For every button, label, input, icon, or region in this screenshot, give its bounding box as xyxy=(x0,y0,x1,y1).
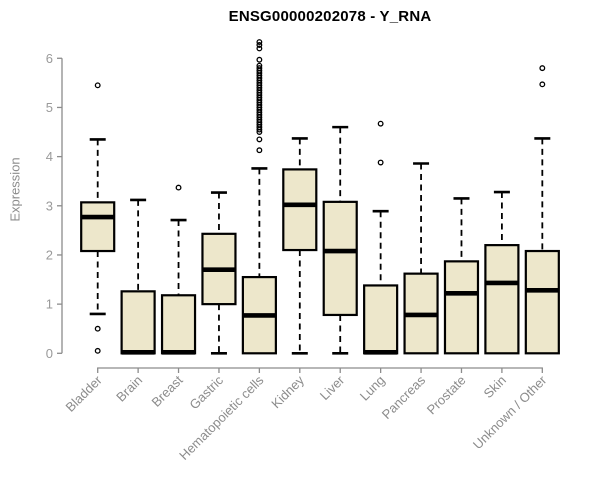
x-axis-category-label: Prostate xyxy=(424,373,469,418)
x-axis-category-label: Lung xyxy=(357,373,388,404)
outlier-point xyxy=(256,62,263,69)
outlier-point xyxy=(94,347,101,354)
outlier-point xyxy=(256,65,263,72)
x-axis-category-label: Pancreas xyxy=(379,372,429,422)
box-rect xyxy=(484,244,520,355)
box-rect xyxy=(322,200,358,317)
y-axis-tick-label: 4 xyxy=(46,149,53,164)
box-rect xyxy=(443,260,480,355)
box-rect xyxy=(282,168,318,252)
y-axis-tick-label: 6 xyxy=(46,51,53,66)
outlier-point xyxy=(539,65,546,72)
y-axis-tick-label: 3 xyxy=(46,198,53,213)
x-axis-category-label: Gastric xyxy=(186,372,226,412)
chart-title: ENSG00000202078 - Y_RNA xyxy=(228,8,432,25)
outlier-point xyxy=(94,325,101,332)
y-axis-tick-label: 1 xyxy=(46,297,53,312)
outlier-point xyxy=(539,81,546,88)
box-rect xyxy=(524,249,560,355)
outlier-point xyxy=(94,82,101,89)
y-axis-tick-label: 5 xyxy=(46,100,53,115)
box-rect xyxy=(80,201,116,253)
x-axis-category-label: Unknown / Other xyxy=(470,372,550,452)
outlier-point xyxy=(175,184,182,191)
x-axis-category-label: Kidney xyxy=(268,372,307,411)
outlier-point xyxy=(256,147,263,154)
x-axis-category-label: Skin xyxy=(481,373,509,401)
y-axis-tick-label: 0 xyxy=(46,346,53,361)
x-axis-category-label: Liver xyxy=(317,372,348,403)
outlier-point xyxy=(256,42,263,48)
box-rect xyxy=(363,284,399,355)
outlier-point xyxy=(377,120,384,127)
x-axis-category-label: Breast xyxy=(148,372,185,409)
outlier-point xyxy=(377,159,384,166)
x-axis-category-label: Brain xyxy=(113,373,145,405)
box-rect xyxy=(160,294,197,355)
outlier-point xyxy=(256,45,263,52)
y-axis-tick-label: 2 xyxy=(46,247,53,262)
x-axis-category-label: Bladder xyxy=(63,372,106,415)
outlier-point xyxy=(256,56,263,63)
outlier-point xyxy=(256,136,263,143)
box-rect xyxy=(120,290,156,355)
outlier-point xyxy=(256,39,263,46)
